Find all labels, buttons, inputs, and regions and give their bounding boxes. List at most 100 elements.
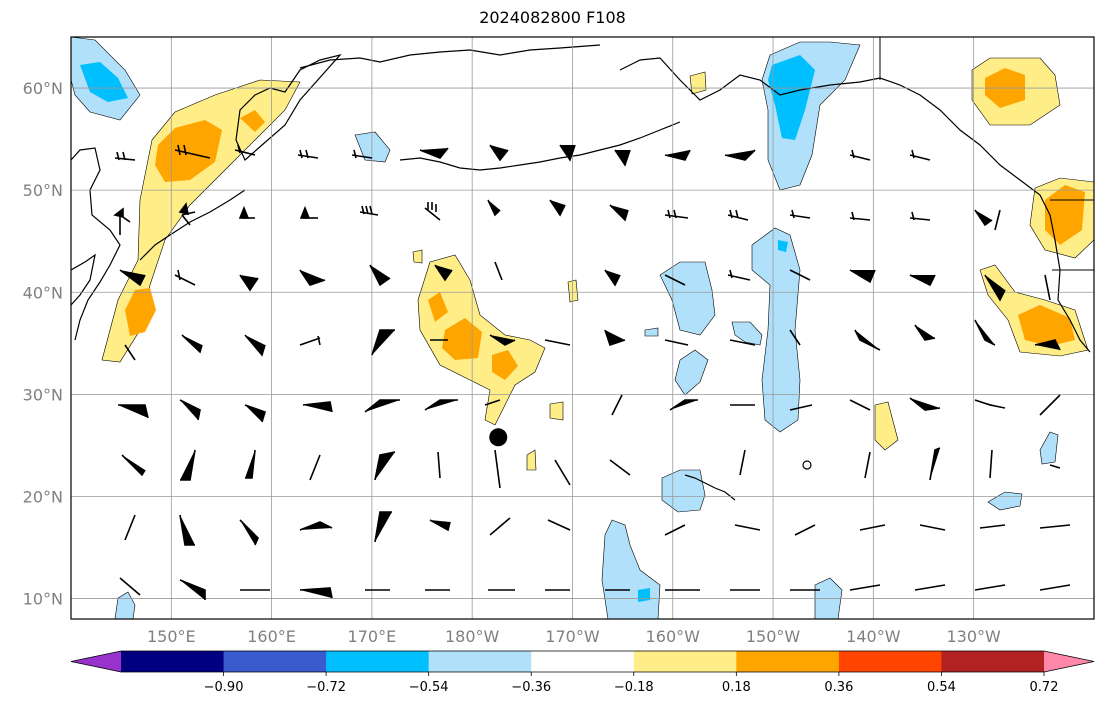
wind-barb — [302, 401, 333, 413]
wind-barb — [244, 404, 266, 423]
wind-barb — [369, 264, 391, 287]
wind-barb — [909, 274, 936, 287]
kuril-islands — [139, 189, 246, 261]
wind-barb — [234, 144, 256, 156]
wind-barb — [724, 149, 756, 161]
wind-barb — [914, 584, 946, 591]
wind-barb — [351, 149, 373, 159]
alaska-coastline — [619, 57, 1091, 353]
wind-barb — [1044, 274, 1051, 301]
negative-anomaly-region — [354, 131, 391, 163]
wind-barb — [429, 519, 451, 532]
wind-barb — [929, 447, 941, 481]
wind-barb — [1034, 339, 1061, 351]
wind-barb — [974, 209, 993, 227]
wind-barb — [180, 449, 196, 481]
wind-barb — [974, 584, 1006, 591]
longitude-label: 150°W — [746, 627, 801, 646]
positive-anomaly-region — [526, 449, 537, 471]
negative-anomaly-core — [80, 62, 128, 102]
siberia-coastline — [299, 44, 601, 69]
latitude-label: 30°N — [23, 385, 63, 404]
wind-barb — [549, 199, 566, 217]
wind-barb — [299, 521, 333, 531]
map-title: 2024082800 F108 — [479, 8, 626, 27]
wind-barb — [544, 339, 571, 346]
wind-barb — [371, 329, 395, 356]
latitude-label: 50°N — [23, 181, 63, 200]
wind-barb — [914, 324, 936, 341]
colorbar-segment — [633, 651, 737, 672]
wind-barb — [309, 454, 321, 481]
positive-anomaly-core — [240, 110, 265, 132]
longitude-label: 160°W — [646, 627, 701, 646]
wind-barb — [178, 202, 196, 226]
colorbar-segment — [838, 651, 942, 672]
colorbar-tick-label: 0.36 — [824, 680, 853, 695]
colorbar-segment — [326, 651, 430, 672]
colorbar: −0.90 −0.72 −0.54 −0.36 −0.18 0.18 0.36 0.54 0.7… — [70, 650, 1095, 695]
wind-barb — [124, 514, 136, 541]
longitude-labels: 150°E 160°E 170°E 180°W 170°W 160°W 150°W 140°W… — [147, 627, 1001, 646]
positive-anomaly-core — [155, 120, 222, 182]
colorbar-tick-label: −0.72 — [306, 680, 346, 695]
wind-barb — [174, 269, 196, 286]
wind-barb — [909, 149, 931, 161]
positive-anomaly-core — [428, 292, 448, 322]
colorbar-tick-label: −0.54 — [409, 680, 449, 695]
colorbar-tick-label: −0.18 — [614, 680, 654, 695]
colorbar-tick-label: 0.18 — [722, 680, 751, 695]
wind-barb — [494, 261, 503, 281]
japan-coastline — [71, 253, 96, 306]
wind-barb — [489, 517, 511, 536]
borders — [879, 37, 1094, 271]
wind-barb — [179, 579, 206, 600]
wind-barb — [239, 274, 259, 292]
wind-barb — [181, 334, 203, 354]
wind-barb — [664, 339, 689, 346]
latitude-label: 60°N — [23, 79, 63, 98]
wind-barb — [611, 394, 623, 416]
wind-barb — [244, 334, 266, 357]
wind-barb — [239, 519, 259, 546]
longitude-label: 170°E — [348, 627, 397, 646]
wind-barb — [794, 524, 816, 536]
negative-anomaly-region — [1039, 431, 1059, 465]
wind-barb — [359, 205, 379, 216]
latitude-labels: 60°N 50°N 40°N 30°N 20°N 10°N — [23, 79, 63, 609]
wind-barb — [789, 269, 811, 281]
wind-barb — [489, 334, 516, 346]
colorbar-segment — [428, 651, 532, 672]
wind-barb — [424, 202, 441, 221]
wind-barb — [864, 451, 871, 479]
wind-barb — [849, 269, 876, 284]
wind-barb — [121, 454, 146, 477]
wind-barb — [299, 587, 333, 599]
wind-barbs — [113, 144, 1071, 600]
wind-barb — [419, 147, 449, 159]
wind-barb — [974, 319, 996, 346]
colorbar-tick-label: −0.90 — [204, 680, 244, 695]
wind-barb — [1039, 394, 1061, 416]
wind-barb — [849, 584, 881, 591]
positive-anomaly-core — [125, 288, 156, 336]
wind-barb — [179, 514, 195, 546]
longitude-label: 130°W — [946, 627, 1001, 646]
wind-barb — [734, 524, 761, 531]
colorbar-under-triangle — [71, 651, 121, 672]
wind-barb — [984, 274, 1006, 302]
wind-barb — [604, 329, 626, 347]
wind-barb — [424, 399, 458, 411]
wind-barb — [434, 264, 453, 282]
wind-barb — [1039, 584, 1071, 591]
wind-barb — [609, 459, 631, 476]
shaded-field — [71, 37, 1094, 619]
wind-barb — [437, 451, 441, 479]
wind-barb — [124, 344, 136, 361]
wind-barb — [664, 209, 689, 219]
hawaii-islands — [684, 474, 736, 501]
wind-barb — [979, 524, 1006, 529]
wind-barb — [849, 211, 871, 221]
wind-barb — [614, 149, 631, 167]
